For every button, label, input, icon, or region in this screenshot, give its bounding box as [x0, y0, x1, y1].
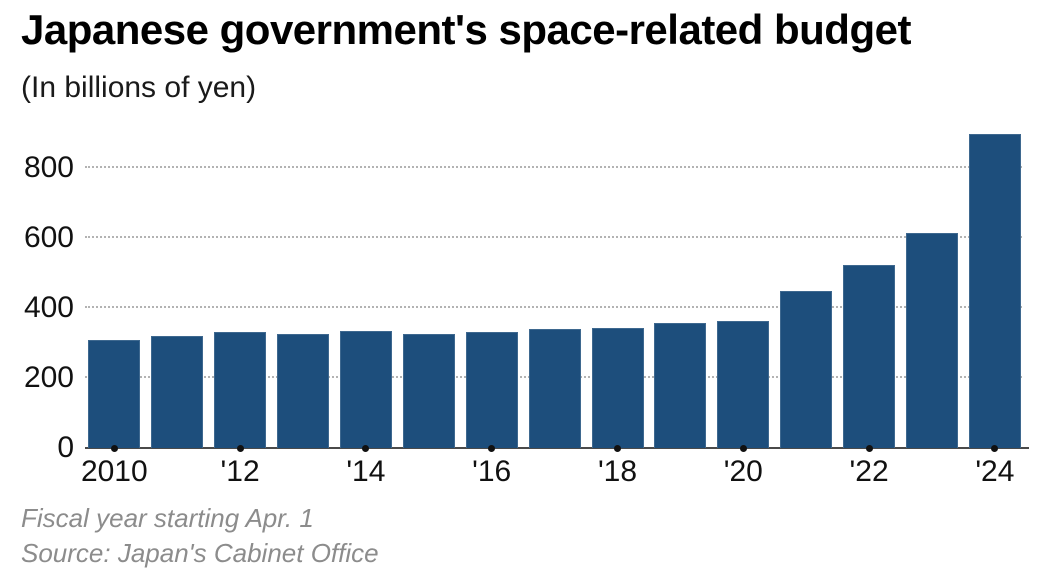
x-axis-label: '18: [597, 455, 638, 488]
bar-2017: [528, 329, 581, 448]
y-axis-label: 0: [57, 431, 74, 464]
gridline: [85, 236, 1022, 238]
y-axis-label: 200: [23, 361, 74, 394]
chart-subtitle: (In billions of yen): [21, 71, 257, 104]
x-axis-label: '22: [849, 455, 889, 488]
x-tick-dot: [236, 445, 244, 452]
bar-2020: [717, 320, 770, 448]
x-axis-label: 2010: [80, 455, 148, 488]
x-tick-dot: [991, 445, 999, 452]
x-axis-label: '24: [975, 455, 1015, 488]
x-tick-dot: [865, 445, 873, 452]
x-tick-dot: [739, 445, 747, 452]
bar-2022: [843, 264, 896, 448]
plot-area: 0 200 400 600 800 2010 '12 '14 '16 '18 '20 '22 '24: [24, 119, 1029, 488]
x-axis-label: '14: [346, 455, 386, 488]
bar-2011: [151, 336, 204, 448]
bar-2023: [906, 233, 958, 448]
footnote: Fiscal year starting Apr. 1: [21, 503, 314, 533]
bar-2010: [88, 339, 141, 448]
chart-title: Japanese government's space-related budg…: [21, 6, 911, 53]
x-tick-dot: [362, 445, 370, 452]
gridline: [85, 306, 1022, 308]
x-axis-label: '16: [472, 455, 512, 488]
y-axis-label: 800: [23, 151, 74, 184]
bar-2019: [654, 322, 707, 448]
bar-2014: [339, 331, 392, 448]
bar-2021: [780, 290, 833, 448]
bar-2016: [465, 332, 518, 448]
bar-2013: [277, 334, 329, 448]
bar-2012: [214, 331, 267, 448]
bar-2018: [591, 328, 644, 448]
chart-footnotes: Fiscal year starting Apr. 1 Source: Japa…: [21, 501, 379, 571]
source: Source: Japan's Cabinet Office: [21, 538, 379, 568]
x-axis-label: '12: [220, 455, 260, 488]
gridline: [85, 166, 1022, 168]
x-tick-dot: [110, 445, 118, 452]
x-axis-line: [85, 447, 1029, 449]
x-tick-dot: [488, 445, 496, 452]
y-axis-label: 400: [23, 291, 74, 324]
bar-2015: [402, 333, 455, 448]
bar-2024: [968, 133, 1021, 448]
x-axis-label: '20: [723, 455, 763, 488]
x-tick-dot: [614, 445, 621, 452]
y-axis-label: 600: [23, 221, 74, 254]
